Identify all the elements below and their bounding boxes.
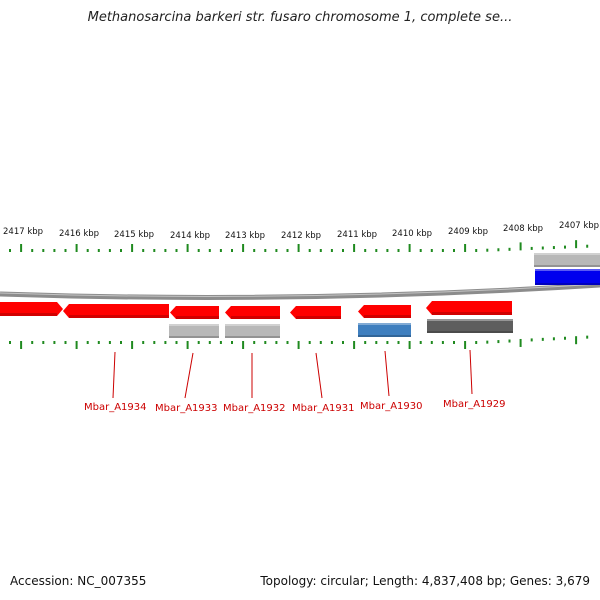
feature-gray-upper[interactable] [534,253,600,267]
feature-gray-upper-highlight [534,253,600,255]
gene-mbar-a1934-shade [69,315,169,318]
gene-label-line [469,349,473,395]
gene-label[interactable]: Mbar_A1930 [360,401,423,412]
gene-label[interactable]: Mbar_A1932 [223,403,286,414]
kbp-label: 2410 kbp [392,229,432,239]
kbp-label: 2413 kbp [225,231,265,241]
gene-mbar-a1935[interactable] [0,302,63,316]
gene-label[interactable]: Mbar_A1929 [443,399,506,410]
top-scale-ticks [9,240,589,252]
kbp-label: 2414 kbp [170,231,210,241]
gene-label[interactable]: Mbar_A1933 [155,403,218,414]
gene-mbar-a1932-shade [231,316,280,319]
kbp-scale-labels: 2417 kbp 2416 kbp 2415 kbp 2414 kbp 2413 kbp… [3,221,599,241]
gene-blue-upper-highlight [535,269,600,271]
kbp-label: 2417 kbp [3,227,43,237]
gene-mbar-a1934[interactable] [63,304,169,318]
feature-darkgray-a1929-shade [427,331,513,333]
feature-gray-a1932[interactable] [225,324,280,338]
gene-label-line [384,350,390,397]
gene-mbar-a1933[interactable] [170,306,219,319]
gene-blue-upper-shade [535,283,600,285]
feature-darkgray-a1929-highlight [427,319,513,321]
gene-mbar-a1933-shade [176,316,219,319]
kbp-label: 2416 kbp [59,229,99,239]
chromosome-backbone-highlight [0,283,600,297]
gene-mbar-a1929-shade [432,312,512,315]
gene-label[interactable]: Mbar_A1931 [292,403,355,414]
kbp-label: 2411 kbp [337,230,377,240]
kbp-label: 2415 kbp [114,230,154,240]
genome-features [0,253,600,338]
accession-text: Accession: NC_007355 [10,574,147,588]
gene-label-line [112,351,116,399]
feature-gray-a1932-highlight [225,324,280,326]
gene-label[interactable]: Mbar_A1934 [84,402,147,413]
chromosome-backbone [0,282,600,300]
gene-mbar-a1935-shade [0,313,57,316]
gene-label-lines [112,349,473,399]
gene-label-line [184,352,194,399]
feature-gray-a1933[interactable] [169,324,219,338]
feature-gray-a1933-shade [169,336,219,338]
feature-gray-upper-shade [534,265,600,267]
gene-blue-upper[interactable] [535,269,600,285]
gene-labels: Mbar_A1934 Mbar_A1933 Mbar_A1932 Mbar_A1931… [84,399,506,414]
gene-mbar-a1931[interactable] [290,306,341,319]
feature-gray-a1933-highlight [169,324,219,326]
map-title: Methanosarcina barkeri str. fusaro chrom… [87,10,513,25]
bottom-scale-ticks [9,335,589,349]
feature-gray-a1932-shade [225,336,280,338]
topology-summary: Topology: circular; Length: 4,837,408 bp… [260,574,590,588]
gene-mbar-a1930[interactable] [358,305,411,318]
gene-mbar-a1929[interactable] [426,301,512,315]
feature-blue-a1930-highlight [358,323,411,325]
kbp-label: 2408 kbp [503,224,543,234]
gene-mbar-a1932[interactable] [225,306,280,319]
gene-mbar-a1930-shade [364,315,411,318]
kbp-label: 2409 kbp [448,227,488,237]
gene-label-line [315,352,323,399]
feature-blue-a1930[interactable] [358,323,411,337]
gene-mbar-a1931-shade [296,316,341,319]
feature-darkgray-a1929[interactable] [427,319,513,333]
feature-blue-a1930-shade [358,335,411,337]
kbp-label: 2412 kbp [281,231,321,241]
kbp-label: 2407 kbp [559,221,599,231]
